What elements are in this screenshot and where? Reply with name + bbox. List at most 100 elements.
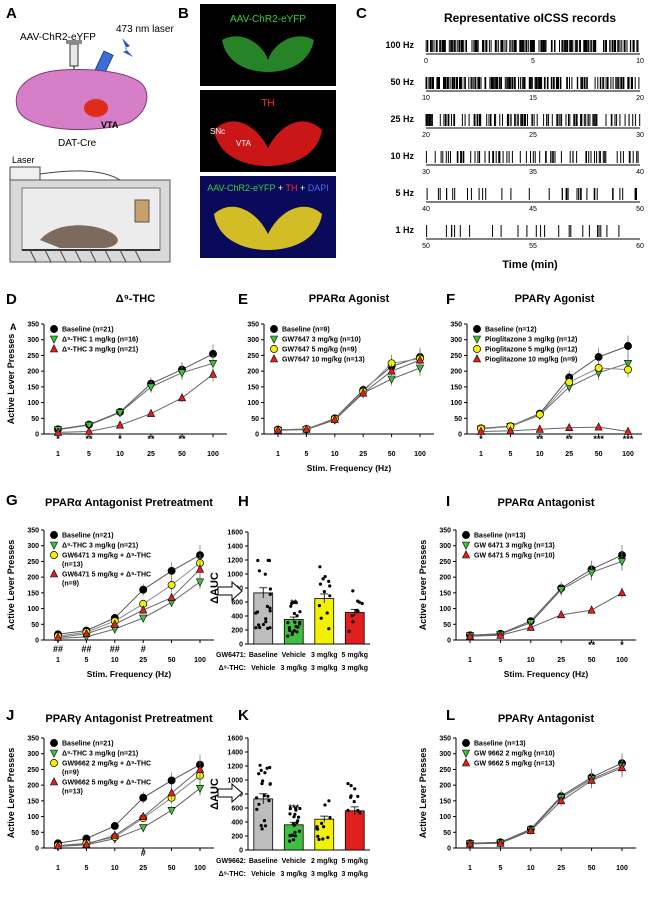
y-tick-label: 50 — [31, 416, 39, 423]
data-point — [461, 541, 471, 550]
data-point — [557, 609, 566, 619]
x-tick-label: 100 — [616, 657, 628, 664]
data-point — [535, 410, 544, 419]
data-point — [195, 784, 205, 794]
individual-point — [356, 808, 360, 813]
individual-point — [358, 811, 362, 815]
panel-b: B AAV-ChR2-eYFP TH SNc VTA AAV-ChR2-eYFP… — [178, 4, 336, 258]
individual-point — [288, 628, 292, 633]
raster-tick-label: 45 — [529, 206, 537, 213]
data-point — [617, 558, 627, 567]
legend: Baseline (n=21) Δ⁹-THC 3 mg/kg (n=21) GW96… — [49, 739, 151, 796]
series-line — [57, 787, 201, 847]
legend-label: Baseline (n=13) — [474, 533, 526, 540]
significance-label: ## — [81, 644, 91, 654]
y-tick-label: 400 — [231, 820, 243, 827]
data-point — [49, 541, 59, 550]
data-point — [49, 344, 59, 353]
individual-point — [351, 589, 355, 593]
series-line — [57, 775, 201, 846]
panel-a: A AAV-ChR2-eYFP 473 nm laser VTA DAT-Cre… — [6, 5, 174, 263]
raster-tick-label: 30 — [422, 169, 430, 176]
individual-point — [346, 782, 350, 786]
legend-label: Δ⁹-THC 3 mg/kg (n=21) — [62, 543, 138, 550]
individual-point — [286, 621, 290, 625]
individual-point — [257, 623, 261, 627]
data-point — [195, 578, 205, 587]
raster-row-label: 1 Hz — [395, 225, 414, 235]
data-point — [462, 739, 470, 747]
data-point — [526, 622, 535, 631]
legend-label: Baseline (n=21) — [62, 741, 114, 748]
data-point — [167, 806, 176, 816]
series-line — [469, 592, 623, 637]
x-tick-label: 5 — [508, 451, 512, 458]
individual-point — [268, 592, 272, 597]
y-tick-label: 0 — [255, 432, 259, 439]
y-tick-label: 200 — [247, 369, 259, 376]
x-tick-label: 25 — [139, 657, 147, 664]
y-tick-label: 150 — [27, 798, 39, 805]
chart-title: Δ⁹-THC — [116, 293, 155, 305]
significance-label: ** — [588, 640, 596, 650]
category-label-row2: 3 mg/kg — [281, 871, 307, 878]
individual-point — [289, 604, 293, 608]
legend-label: GW 9662 5 mg/kg (n=13) — [474, 761, 555, 768]
series — [476, 422, 633, 435]
bar — [283, 824, 304, 851]
bar — [344, 810, 365, 851]
y-tick-label: 300 — [247, 337, 259, 344]
x-tick-label: 1 — [468, 865, 472, 872]
individual-point — [268, 765, 272, 770]
x-tick-label: 50 — [178, 451, 186, 458]
bar — [314, 598, 335, 645]
series-line — [469, 767, 623, 845]
raster-tick-label: 30 — [636, 132, 644, 139]
raster-tick-label: 35 — [529, 169, 537, 176]
individual-point — [260, 827, 264, 831]
y-tick-label: 300 — [450, 337, 462, 344]
data-point — [472, 354, 482, 363]
data-point — [110, 822, 119, 830]
panel-letter: J — [6, 707, 14, 724]
y-tick-label: 150 — [450, 384, 462, 391]
y-tick-label: 100 — [439, 606, 451, 613]
significance-label: ** — [536, 434, 544, 444]
x-tick-label: 50 — [388, 451, 396, 458]
data-point — [535, 424, 544, 433]
x-tick-label: 1 — [276, 451, 280, 458]
individual-point — [321, 837, 325, 841]
x-axis-label: Stim. Frequency (Hz) — [504, 669, 589, 679]
individual-point — [352, 800, 356, 804]
individual-point — [356, 794, 360, 799]
data-point — [557, 586, 566, 595]
chart-k: K02004006008001000120014001600ΔAUCBaseli… — [209, 707, 370, 878]
x-tick-label: 1 — [56, 657, 60, 664]
individual-point — [318, 582, 323, 586]
individual-point — [267, 799, 271, 803]
individual-point — [360, 601, 364, 606]
series-line — [57, 581, 201, 639]
raster-tick-label: 0 — [424, 58, 428, 65]
raster-tick-label: 15 — [529, 95, 537, 102]
raster-row-label: 25 Hz — [390, 114, 414, 124]
y-tick-label: 200 — [439, 783, 451, 790]
data-point — [146, 408, 156, 417]
vta-region-icon — [84, 99, 108, 117]
raster-tick-label: 50 — [422, 243, 430, 250]
x-tick-label: 10 — [111, 657, 119, 664]
data-point — [473, 325, 481, 333]
individual-point — [268, 587, 272, 591]
data-point — [617, 762, 627, 772]
data-point — [167, 776, 176, 785]
y-tick-label: 350 — [27, 322, 39, 329]
series — [53, 367, 218, 436]
x-tick-label: 1 — [479, 451, 483, 458]
panel-letter: F — [446, 291, 455, 308]
micrograph-merge-label: AAV-ChR2-eYFP + TH + DAPI — [207, 183, 329, 193]
arrow-right-icon — [217, 782, 243, 804]
significance-label: *** — [593, 434, 604, 444]
individual-point — [292, 600, 296, 605]
y-tick-label: 150 — [247, 384, 259, 391]
